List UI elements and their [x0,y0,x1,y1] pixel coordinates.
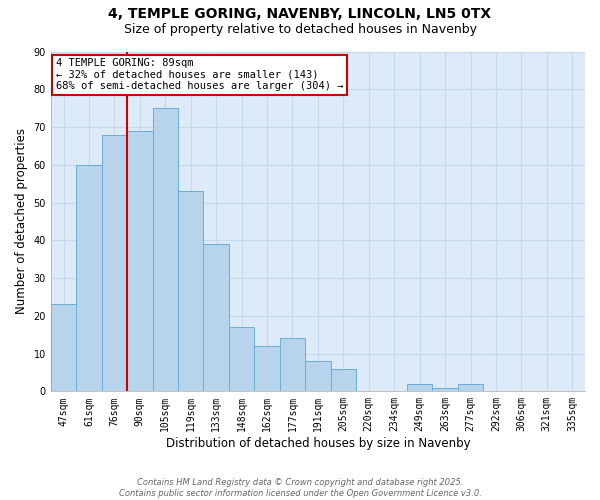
Text: 4 TEMPLE GORING: 89sqm
← 32% of detached houses are smaller (143)
68% of semi-de: 4 TEMPLE GORING: 89sqm ← 32% of detached… [56,58,344,92]
Bar [280,338,305,392]
Bar [76,165,101,392]
Bar [101,134,127,392]
Bar [178,191,203,392]
Bar [152,108,178,392]
Bar [305,361,331,392]
Bar [407,384,433,392]
Bar [254,346,280,392]
Bar [51,304,76,392]
Bar [203,244,229,392]
Bar [331,368,356,392]
Bar [458,384,483,392]
Y-axis label: Number of detached properties: Number of detached properties [15,128,28,314]
Bar [433,388,458,392]
Text: 4, TEMPLE GORING, NAVENBY, LINCOLN, LN5 0TX: 4, TEMPLE GORING, NAVENBY, LINCOLN, LN5 … [109,8,491,22]
Text: Size of property relative to detached houses in Navenby: Size of property relative to detached ho… [124,22,476,36]
X-axis label: Distribution of detached houses by size in Navenby: Distribution of detached houses by size … [166,437,470,450]
Bar [229,327,254,392]
Bar [127,131,152,392]
Text: Contains HM Land Registry data © Crown copyright and database right 2025.
Contai: Contains HM Land Registry data © Crown c… [119,478,481,498]
